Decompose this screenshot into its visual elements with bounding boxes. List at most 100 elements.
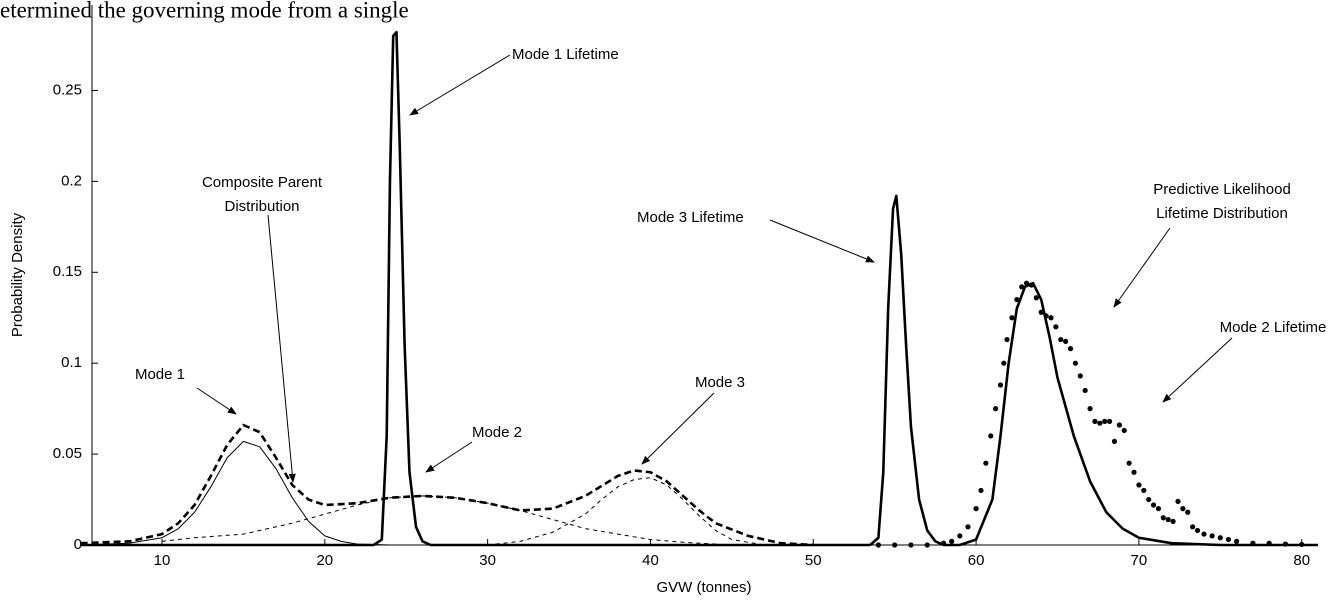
data-line (869, 194, 960, 547)
annotation-arrow (196, 387, 237, 415)
data-point (1063, 338, 1069, 344)
data-point (1087, 406, 1093, 412)
annotation-arrow (641, 392, 715, 465)
data-point (993, 406, 999, 412)
x-tick-label: 20 (316, 552, 333, 569)
data-point (1190, 524, 1196, 530)
x-axis-label: GVW (tonnes) (656, 579, 751, 596)
annotation: Composite Parent (202, 174, 323, 191)
data-point (1175, 498, 1181, 504)
data-point (1282, 541, 1289, 547)
annotation: Mode 1 (135, 366, 185, 383)
annotation-arrow (267, 214, 296, 483)
y-tick-label: 0.2 (61, 172, 82, 189)
data-point (892, 542, 898, 548)
y-tick-label: 0 (74, 536, 82, 553)
data-line (80, 440, 390, 546)
data-line (80, 30, 871, 547)
x-tick-label: 80 (1293, 552, 1310, 569)
data-point (957, 533, 963, 539)
data-point (1106, 418, 1113, 424)
data-point (1111, 438, 1118, 444)
data-point (1185, 509, 1191, 515)
data-point (1299, 541, 1305, 548)
annotation: Predictive Likelihood (1153, 181, 1291, 198)
data-point (1233, 538, 1240, 544)
data-point (978, 487, 984, 494)
x-tick-label: 60 (968, 552, 985, 569)
data-line (959, 281, 1318, 547)
y-tick-label: 0.15 (53, 263, 82, 280)
data-point (1131, 469, 1137, 475)
y-tick-label: 0.25 (53, 81, 82, 98)
x-tick-label: 10 (154, 552, 171, 569)
data-point (1067, 346, 1074, 352)
data-point (973, 506, 979, 512)
data-point (1102, 418, 1108, 424)
y-tick-label: 0.05 (53, 445, 82, 462)
data-point (1009, 315, 1015, 321)
data-point (1028, 282, 1035, 288)
data-point (1043, 313, 1049, 319)
data-point (1225, 536, 1232, 543)
x-tick-label: 70 (1131, 552, 1148, 569)
data-point (1217, 535, 1223, 541)
data-line (161, 495, 732, 546)
annotation: Mode 2 (472, 424, 522, 441)
data-point (1038, 309, 1044, 315)
annotation: Mode 2 Lifetime (1220, 319, 1327, 336)
data-point (1048, 315, 1054, 321)
data-point (983, 460, 989, 466)
annotation-arrow (1113, 227, 1171, 308)
data-point (1023, 280, 1030, 286)
x-tick-label: 50 (805, 552, 822, 569)
data-point (1001, 360, 1007, 366)
data-point (1121, 427, 1127, 434)
data-point (1201, 531, 1207, 537)
data-point (1141, 487, 1147, 494)
data-point (924, 542, 930, 548)
data-point (1146, 496, 1152, 503)
data-point (1126, 460, 1132, 466)
data-point (988, 433, 994, 439)
y-tick-label: 0.1 (61, 354, 82, 371)
data-point (1053, 324, 1059, 330)
data-point (1097, 420, 1103, 426)
data-point (875, 542, 881, 548)
annotation: Mode 3 Lifetime (637, 209, 744, 226)
data-point (1180, 506, 1186, 512)
data-point (1014, 296, 1020, 303)
data-point (1194, 527, 1201, 534)
data-line (487, 477, 765, 546)
data-point (949, 538, 955, 544)
data-point (1058, 336, 1064, 343)
data-point (1072, 360, 1079, 366)
data-point (1136, 482, 1142, 488)
x-tick-label: 30 (479, 552, 496, 569)
annotation: Distribution (224, 198, 299, 215)
annotation-arrow (769, 219, 875, 263)
annotation-arrow (425, 441, 473, 473)
data-point (1165, 516, 1171, 523)
data-point (1150, 502, 1157, 508)
data-point (1082, 387, 1088, 394)
annotation: Mode 1 Lifetime (512, 46, 619, 63)
data-point (1170, 518, 1176, 524)
data-point (1092, 418, 1098, 424)
data-point (965, 524, 971, 530)
data-point (940, 540, 947, 546)
y-axis-label: Probability Density (9, 212, 26, 337)
data-point (1266, 540, 1272, 546)
data-point (997, 382, 1004, 388)
data-point (908, 542, 914, 548)
leading-text: etermined the governing mode from a sing… (0, 0, 409, 22)
data-point (1116, 422, 1122, 428)
x-tick-label: 40 (642, 552, 659, 569)
data-point (1250, 540, 1256, 546)
annotation-arrow (409, 54, 511, 116)
data-line (80, 423, 814, 547)
data-point (1004, 336, 1010, 343)
data-point (1160, 515, 1166, 521)
